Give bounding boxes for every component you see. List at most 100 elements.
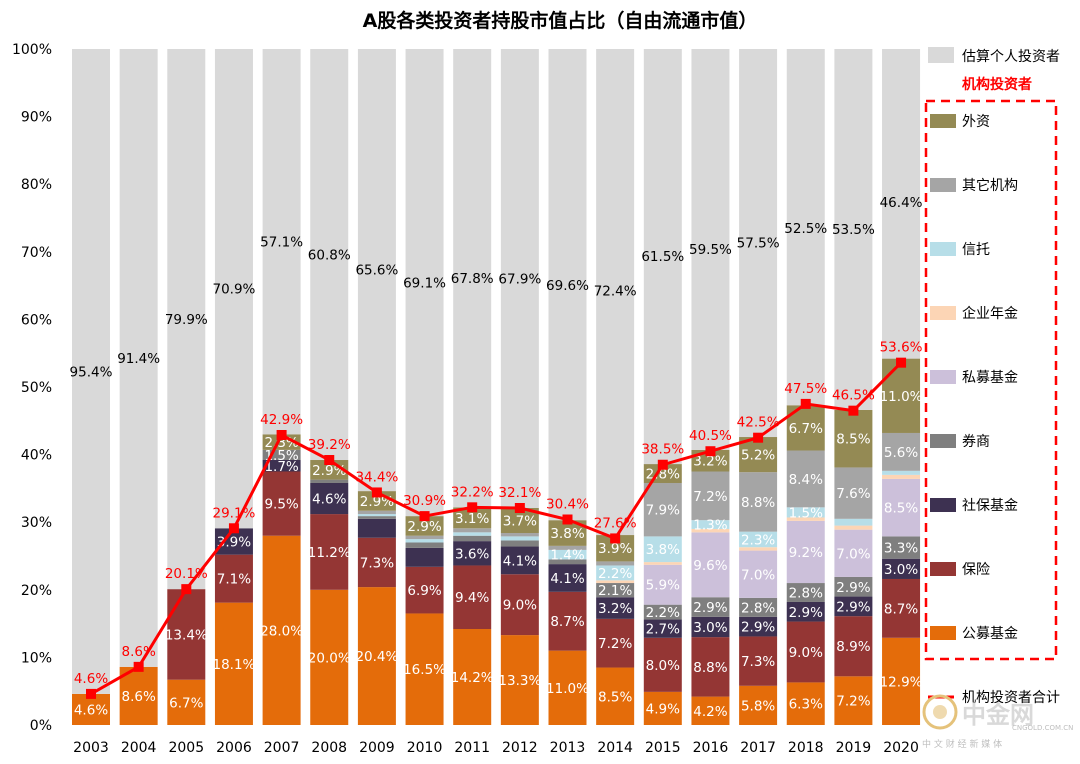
segment-label: 20.0%: [308, 650, 351, 666]
bar-segment: [882, 478, 921, 537]
bar-segment: [691, 528, 730, 533]
segment-label: 8.5%: [836, 432, 870, 448]
segment-label: 8.0%: [646, 658, 680, 674]
bar-segment: [214, 554, 253, 603]
bar-stacks: [72, 49, 921, 725]
segment-label: 8.7%: [550, 614, 584, 630]
bar-segment: [691, 471, 730, 521]
line-point: [896, 357, 907, 368]
bar-segment: [596, 618, 635, 668]
bar-segment: [310, 49, 349, 461]
bar-segment: [691, 532, 730, 598]
bar-segment: [262, 449, 301, 461]
line-point-label: 32.2%: [451, 484, 494, 500]
bar-segment: [834, 676, 873, 725]
bar-segment: [882, 578, 921, 638]
segment-label: 7.3%: [360, 555, 394, 571]
line-point-label: 39.2%: [308, 437, 351, 453]
bar-segment: [643, 49, 682, 465]
watermark-slogan: 中 文 财 经 新 媒 体: [922, 738, 1002, 750]
segment-label: 7.3%: [741, 654, 775, 670]
segment-label: 2.9%: [407, 519, 441, 535]
legend-group-title: 机构投资者: [962, 76, 1032, 93]
institution-group-box: [924, 99, 1058, 661]
segment-label: 3.6%: [455, 546, 489, 562]
bar-segment: [643, 604, 682, 620]
y-tick-label: 10%: [21, 650, 52, 666]
bar-segment: [262, 535, 301, 725]
bar-segment: [691, 696, 730, 725]
bar-segment: [548, 49, 587, 521]
line-point: [514, 503, 525, 514]
x-tick-label: 2005: [168, 740, 204, 756]
segment-label: 3.1%: [455, 511, 489, 527]
segment-label: 6.7%: [169, 695, 203, 711]
x-tick-label: 2013: [550, 740, 586, 756]
segment-label: 2.8%: [741, 600, 775, 616]
segment-label: 3.8%: [646, 542, 680, 558]
bar-segment: [596, 561, 635, 566]
watermark: 中金网 CNGOLD.COM.CN 中 文 财 经 新 媒 体: [922, 694, 1073, 750]
bar-segment: [834, 616, 873, 677]
x-tick-label: 2009: [359, 740, 395, 756]
line-series: [90, 361, 903, 696]
bar-segment: [739, 547, 778, 551]
bar-segment: [548, 564, 587, 592]
segment-label: 7.9%: [646, 503, 680, 519]
segment-label: 3.2%: [693, 454, 727, 470]
legend-swatch: [930, 306, 956, 320]
segment-label: 7.6%: [836, 486, 870, 502]
segment-label: 2.3%: [741, 532, 775, 548]
segment-label: 1.7%: [264, 459, 298, 475]
bar-segment: [739, 550, 778, 598]
line-point-label: 42.9%: [260, 412, 303, 428]
bar-segment: [453, 507, 492, 529]
bar-segment: [643, 536, 682, 563]
bar-segment: [310, 589, 349, 725]
bar-segment: [691, 616, 730, 638]
segment-label: 18.1%: [213, 657, 256, 673]
segment-label: 7.2%: [693, 489, 727, 505]
bar-segment: [786, 507, 825, 518]
y-axis: 0% 10% 20% 30% 40% 50% 60% 70% 80% 90% 100%: [12, 42, 52, 734]
bar-segment: [739, 437, 778, 473]
segment-label: 69.6%: [546, 278, 589, 294]
bar-segment: [310, 482, 349, 515]
bar-segment: [596, 597, 635, 619]
line-point: [228, 523, 239, 534]
segment-label: 13.3%: [498, 673, 541, 689]
x-tick-label: 2007: [264, 740, 300, 756]
y-tick-label: 40%: [21, 448, 52, 464]
segment-label: 8.5%: [884, 501, 918, 517]
x-tick-label: 2015: [645, 740, 681, 756]
segment-label: 60.8%: [308, 248, 351, 264]
x-tick-label: 2020: [883, 740, 919, 756]
segment-label: 1.3%: [693, 518, 727, 534]
bar-segment: [834, 525, 873, 530]
bar-segment: [405, 535, 444, 540]
segment-label: 9.6%: [693, 558, 727, 574]
segment-label: 8.6%: [121, 689, 155, 705]
y-tick-label: 60%: [21, 312, 52, 328]
line-point-label: 53.6%: [880, 340, 923, 356]
legend-swatch: [930, 370, 956, 384]
line-point: [181, 584, 192, 595]
segment-label: 9.0%: [503, 598, 537, 614]
segment-label: 13.4%: [165, 627, 208, 643]
segment-label: 9.4%: [455, 590, 489, 606]
segment-label: 3.7%: [503, 514, 537, 530]
x-tick-label: 2008: [311, 740, 347, 756]
bar-segment: [739, 597, 778, 617]
segment-label: 3.0%: [693, 620, 727, 636]
segment-labels: 4.6% 95.4% 8.6% 91.4% 6.7% 13.4% 79.9% 18.1% 7.1…: [70, 195, 923, 720]
segment-label: 2.9%: [789, 605, 823, 621]
segment-label: 57.1%: [260, 234, 303, 250]
bar-segment: [357, 587, 396, 725]
legend-label: 企业年金: [962, 305, 1018, 322]
line-point: [324, 455, 335, 466]
segment-label: 3.3%: [884, 541, 918, 557]
bar-segment: [453, 629, 492, 725]
segment-label: 4.1%: [550, 571, 584, 587]
legend-label: 私募基金: [962, 369, 1018, 386]
segment-label: 4.6%: [312, 492, 346, 508]
